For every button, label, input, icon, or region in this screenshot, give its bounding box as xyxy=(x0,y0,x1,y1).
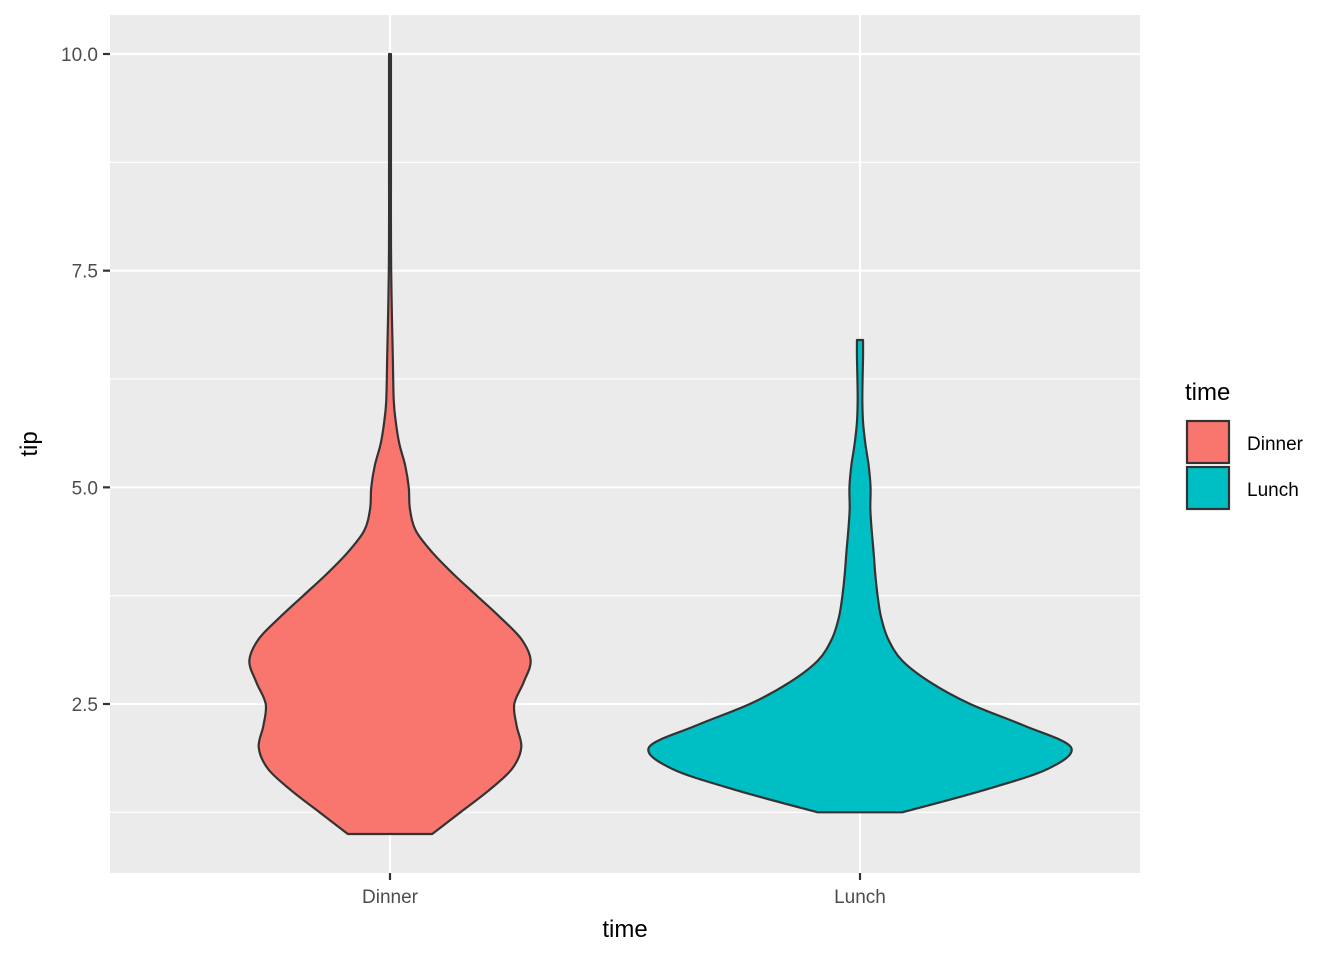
violins xyxy=(248,52,1073,836)
x-axis: Dinner Lunch xyxy=(362,873,886,908)
legend-label-dinner: Dinner xyxy=(1247,434,1304,455)
legend-key-dinner xyxy=(1185,419,1231,465)
violin-lunch xyxy=(647,338,1073,814)
legend: time Dinner Lunch xyxy=(1185,379,1304,511)
legend-label-lunch: Lunch xyxy=(1247,480,1299,501)
legend-key-lunch xyxy=(1185,465,1231,511)
x-axis-title: time xyxy=(602,916,647,943)
y-tick-label-0: 2.5 xyxy=(72,695,98,716)
legend-title: time xyxy=(1185,379,1230,406)
minor-gridlines xyxy=(110,161,1140,813)
y-axis: 2.5 5.0 7.5 10.0 xyxy=(61,45,110,716)
y-tick-label-2: 7.5 xyxy=(72,262,98,283)
violin-dinner xyxy=(248,52,532,836)
x-tick-label-1: Lunch xyxy=(834,887,886,908)
x-tick-label-0: Dinner xyxy=(362,887,419,908)
y-axis-title: tip xyxy=(16,431,43,456)
y-tick-label-3: 10.0 xyxy=(61,45,98,66)
y-tick-label-1: 5.0 xyxy=(72,478,98,499)
